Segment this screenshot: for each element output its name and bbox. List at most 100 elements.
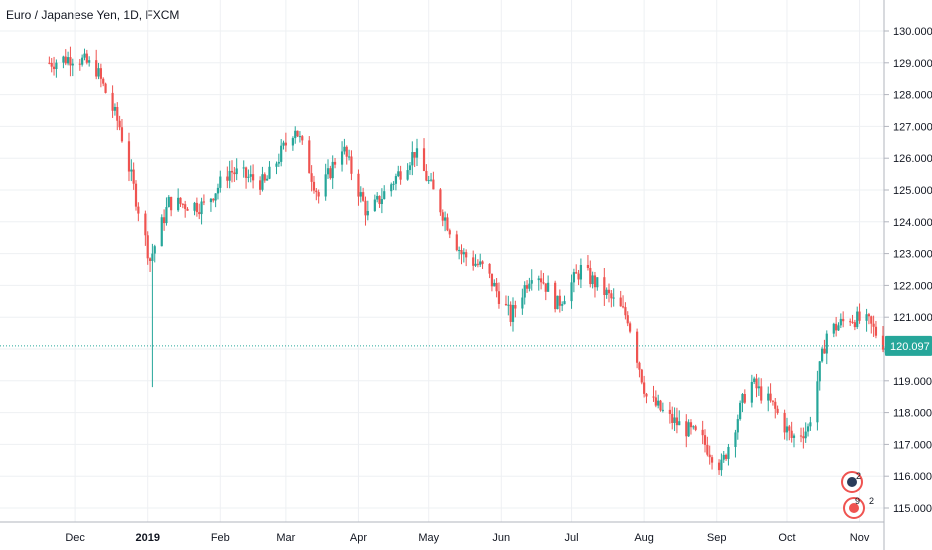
candle-body-up [343,146,346,152]
candle-body-up [687,422,690,437]
candle-body-down [659,400,662,411]
candle-body-down [345,146,348,157]
candle-body-up [280,145,283,162]
candle-body-up [572,272,575,283]
candle-body-down [226,176,229,181]
candle-body-up [734,432,737,447]
earnings-icon[interactable]: 2 [841,471,863,493]
candle-body-down [577,273,580,280]
event-badges[interactable]: 2 9 2 [838,468,878,524]
candle-body-up [340,151,344,165]
candle-body-up [282,142,285,146]
candle-body-up [727,446,730,459]
candle-body-up [591,275,594,285]
candle-body-down [137,206,140,214]
candle-body-down [755,378,758,389]
candle-body-down [179,197,182,204]
candle-body-up [839,318,842,326]
candle-body-down [146,235,149,259]
candle-body-down [610,293,613,299]
candle-body-down [881,335,885,350]
candle-body-up [692,426,695,428]
candle-body-down [636,331,639,363]
candle-body-down [186,208,189,211]
candle-body-up [366,210,369,216]
candle-body-down [643,382,646,394]
candle-body-down [842,318,845,322]
x-tick-label: Nov [850,532,870,544]
candle-body-up [411,152,414,166]
candle-body-down [776,408,779,413]
candle-body-down [689,422,693,428]
candle-body-up [753,378,756,382]
candle-body-down [357,173,360,197]
candle-body-up [394,176,398,184]
candle-body-up [219,176,222,188]
y-tick-label: 128.000 [893,90,932,102]
chart-title: Euro / Japanese Yen, 1D, FXCM [6,8,180,22]
last-price-label: 120.097 [890,341,930,353]
candle-body-up [507,304,510,306]
candle-body-down [685,421,688,437]
candle-body-up [55,62,58,70]
candle-body-down [488,263,491,274]
candle-body-up [153,246,156,254]
candle-body-up [200,201,203,215]
y-tick-label: 119.000 [893,376,932,388]
candle-body-up [561,304,564,306]
candle-body-up [443,217,447,221]
candle-body-up [806,426,810,432]
candle-body-down [263,174,266,181]
candle-body-up [832,323,835,334]
candle-body-up [739,402,742,420]
candle-body-up [406,170,409,180]
candle-body-down [317,192,320,197]
candle-body-up [720,459,723,471]
dividends-icon[interactable]: 9 2 [843,496,874,519]
candle-body-up [277,161,280,164]
candle-body-up [71,63,74,66]
candle-body-down [783,412,786,433]
candle-body-up [528,283,531,289]
candle-body-up [579,264,583,280]
candle-body-down [259,180,262,190]
candle-body-down [439,189,442,213]
candle-body-up [214,193,217,201]
y-tick-label: 118.000 [893,408,932,420]
candle-body-up [596,277,599,288]
candle-body-up [291,138,294,146]
candle-body-up [429,179,433,181]
candle-body-up [261,174,264,190]
candle-body-down [284,142,287,146]
candle-body-down [296,130,299,137]
y-tick-label: 115.000 [893,503,932,515]
x-tick-label: Jul [565,532,579,544]
candle-body-down [671,413,674,423]
candle-body-down [212,198,215,201]
candle-body-down [69,57,72,66]
x-tick-label: Mar [276,532,295,544]
candle-body-down [432,179,435,190]
candle-body-down [703,435,707,445]
last-price-badge [885,335,932,356]
candle-body-up [165,207,168,224]
candle-body-up [427,180,430,182]
candle-body-down [774,401,777,409]
candle-body-up [130,169,133,172]
candle-body-up [458,250,461,252]
candle-body-down [724,454,728,459]
candle-body-down [446,217,449,231]
candle-body-up [673,417,676,423]
candle-body-down [525,285,529,289]
y-tick-label: 123.000 [893,249,932,261]
candle-body-down [85,53,88,63]
candle-body-down [465,252,468,258]
candle-body-up [661,409,664,411]
y-tick-label: 121.000 [893,312,932,324]
candle-body-down [654,397,657,406]
candle-body-down [364,200,367,216]
candle-body-down [706,444,709,455]
candle-body-down [99,68,102,79]
candle-body-up [331,161,334,179]
